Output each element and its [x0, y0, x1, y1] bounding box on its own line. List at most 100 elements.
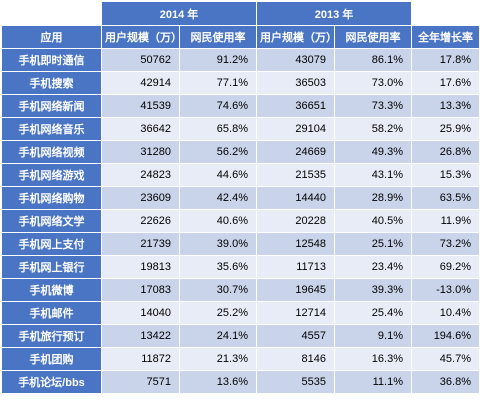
rate-2013-cell: 49.3% [334, 140, 412, 164]
users-2014-cell: 11872 [101, 347, 180, 371]
rate-2014-cell: 74.6% [179, 94, 257, 118]
users-2013-cell: 14440 [256, 186, 335, 210]
year-2013-header: 2013 年 [256, 1, 412, 26]
users-2013-cell: 19645 [256, 278, 335, 302]
rate-2014-cell: 65.8% [179, 117, 257, 141]
growth-cell: 11.9% [411, 209, 480, 233]
table-row: 手机邮件 14040 25.2% 12714 25.4% 10.4% [1, 301, 480, 325]
rate-2014-column-header: 网民使用率 [179, 25, 257, 49]
rate-2013-cell: 86.1% [334, 48, 412, 72]
app-name-cell: 手机旅行预订 [1, 324, 102, 348]
year-2014-header: 2014 年 [101, 1, 257, 26]
table-row: 手机网络音乐 36642 65.8% 29104 58.2% 25.9% [1, 117, 480, 141]
rate-2013-cell: 39.3% [334, 278, 412, 302]
rate-2013-cell: 73.3% [334, 94, 412, 118]
rate-2014-cell: 77.1% [179, 71, 257, 95]
growth-cell: 45.7% [411, 347, 480, 371]
table-row: 手机团购 11872 21.3% 8146 16.3% 45.7% [1, 347, 480, 371]
users-2013-cell: 24669 [256, 140, 335, 164]
growth-cell: 36.8% [411, 370, 480, 394]
growth-cell: -13.0% [411, 278, 480, 302]
rate-2013-cell: 43.1% [334, 163, 412, 187]
users-2014-cell: 42914 [101, 71, 180, 95]
rate-2013-cell: 58.2% [334, 117, 412, 141]
rate-2014-cell: 56.2% [179, 140, 257, 164]
users-2014-cell: 24823 [101, 163, 180, 187]
table-row: 手机微博 17083 30.7% 19645 39.3% -13.0% [1, 278, 480, 302]
table-row: 手机网上银行 19813 35.6% 11713 23.4% 69.2% [1, 255, 480, 279]
rate-2014-cell: 91.2% [179, 48, 257, 72]
growth-cell: 15.3% [411, 163, 480, 187]
app-name-cell: 手机团购 [1, 347, 102, 371]
rate-2013-cell: 28.9% [334, 186, 412, 210]
users-2014-cell: 41539 [101, 94, 180, 118]
app-name-cell: 手机网络游戏 [1, 163, 102, 187]
rate-2013-cell: 16.3% [334, 347, 412, 371]
growth-column-header: 全年增长率 [411, 25, 480, 49]
users-2014-column-header: 用户规模（万） [101, 25, 180, 49]
users-2013-column-header: 用户规模（万） [256, 25, 335, 49]
rate-2014-cell: 39.0% [179, 232, 257, 256]
rate-2013-cell: 40.5% [334, 209, 412, 233]
table-row: 手机网络购物 23609 42.4% 14440 28.9% 63.5% [1, 186, 480, 210]
growth-cell: 17.6% [411, 71, 480, 95]
corner-cell-right [411, 1, 480, 26]
growth-cell: 63.5% [411, 186, 480, 210]
rate-2014-cell: 21.3% [179, 347, 257, 371]
table-body: 手机即时通信 50762 91.2% 43079 86.1% 17.8% 手机搜索 42914… [1, 48, 480, 394]
table-row: 手机论坛/bbs 7571 13.6% 5535 11.1% 36.8% [1, 370, 480, 394]
growth-cell: 13.3% [411, 94, 480, 118]
users-2013-cell: 11713 [256, 255, 335, 279]
users-2014-cell: 14040 [101, 301, 180, 325]
table-row: 手机网络新闻 41539 74.6% 36651 73.3% 13.3% [1, 94, 480, 118]
app-name-cell: 手机网络视频 [1, 140, 102, 164]
rate-2014-cell: 13.6% [179, 370, 257, 394]
app-name-cell: 手机网络购物 [1, 186, 102, 210]
growth-cell: 10.4% [411, 301, 480, 325]
users-2013-cell: 8146 [256, 347, 335, 371]
users-2014-cell: 23609 [101, 186, 180, 210]
table-row: 手机网络文学 22626 40.6% 20228 40.5% 11.9% [1, 209, 480, 233]
table-row: 手机网络视频 31280 56.2% 24669 49.3% 26.8% [1, 140, 480, 164]
app-name-cell: 手机即时通信 [1, 48, 102, 72]
users-2013-cell: 36651 [256, 94, 335, 118]
table-row: 手机搜索 42914 77.1% 36503 73.0% 17.6% [1, 71, 480, 95]
mobile-app-usage-table: 2014 年 2013 年 应用 用户规模（万） 网民使用率 用户规模（万） 网… [1, 1, 480, 394]
users-2013-cell: 20228 [256, 209, 335, 233]
users-2013-cell: 29104 [256, 117, 335, 141]
corner-cell [1, 1, 102, 26]
rate-2014-cell: 40.6% [179, 209, 257, 233]
growth-cell: 73.2% [411, 232, 480, 256]
growth-cell: 25.9% [411, 117, 480, 141]
rate-2014-cell: 24.1% [179, 324, 257, 348]
users-2013-cell: 12548 [256, 232, 335, 256]
growth-cell: 17.8% [411, 48, 480, 72]
users-2013-cell: 43079 [256, 48, 335, 72]
users-2014-cell: 31280 [101, 140, 180, 164]
users-2014-cell: 7571 [101, 370, 180, 394]
app-name-cell: 手机网上支付 [1, 232, 102, 256]
app-column-header: 应用 [1, 25, 102, 49]
rate-2013-cell: 9.1% [334, 324, 412, 348]
table-row: 手机即时通信 50762 91.2% 43079 86.1% 17.8% [1, 48, 480, 72]
app-name-cell: 手机网络文学 [1, 209, 102, 233]
rate-2014-cell: 42.4% [179, 186, 257, 210]
users-2014-cell: 21739 [101, 232, 180, 256]
users-2013-cell: 12714 [256, 301, 335, 325]
table-row: 手机网络游戏 24823 44.6% 21535 43.1% 15.3% [1, 163, 480, 187]
rate-2013-cell: 11.1% [334, 370, 412, 394]
growth-cell: 69.2% [411, 255, 480, 279]
table-row: 手机旅行预订 13422 24.1% 4557 9.1% 194.6% [1, 324, 480, 348]
rate-2013-column-header: 网民使用率 [334, 25, 412, 49]
users-2013-cell: 21535 [256, 163, 335, 187]
app-name-cell: 手机论坛/bbs [1, 370, 102, 394]
growth-cell: 194.6% [411, 324, 480, 348]
rate-2013-cell: 25.4% [334, 301, 412, 325]
users-2014-cell: 50762 [101, 48, 180, 72]
users-2014-cell: 22626 [101, 209, 180, 233]
users-2014-cell: 19813 [101, 255, 180, 279]
rate-2013-cell: 25.1% [334, 232, 412, 256]
users-2013-cell: 4557 [256, 324, 335, 348]
rate-2014-cell: 30.7% [179, 278, 257, 302]
users-2014-cell: 36642 [101, 117, 180, 141]
